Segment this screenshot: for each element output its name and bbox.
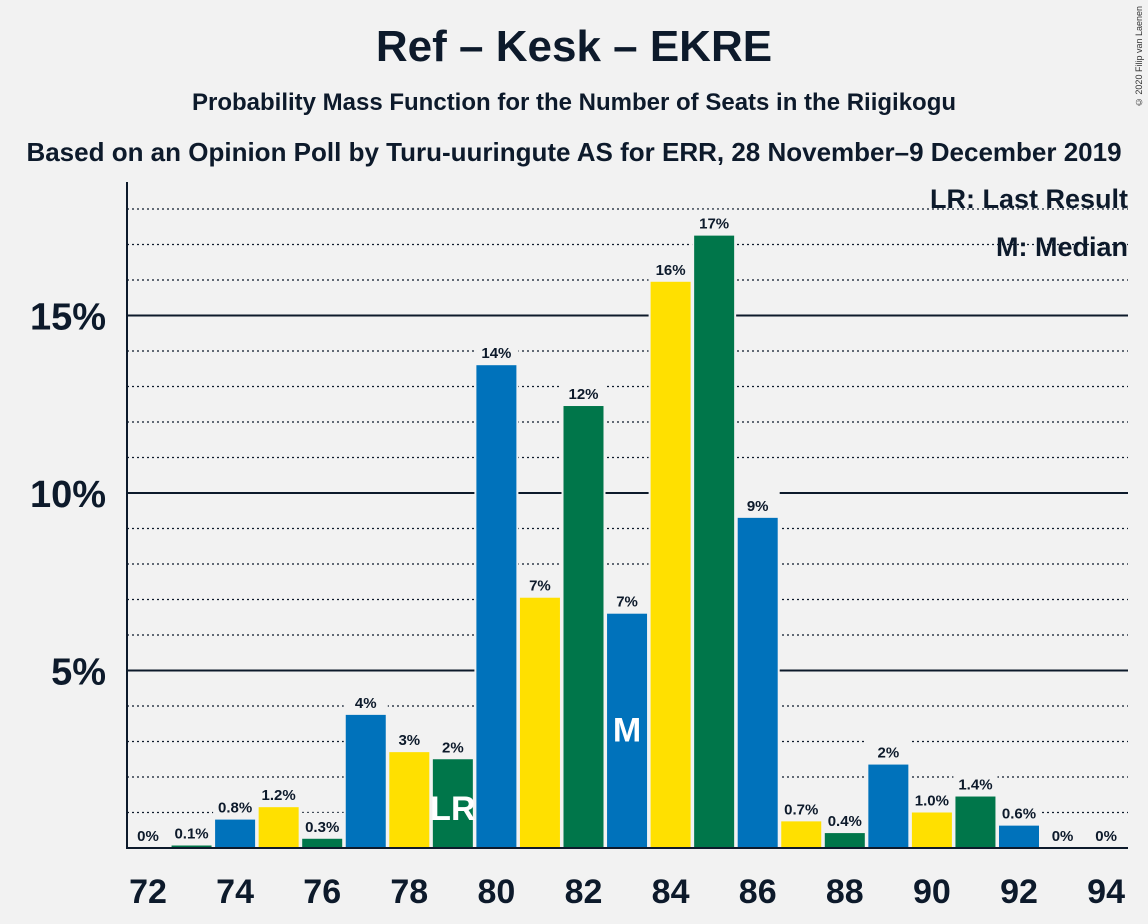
- bar-seat-77: [345, 714, 386, 848]
- bar-seat-86: [737, 517, 778, 848]
- bar-value-label: 9%: [747, 498, 769, 515]
- x-tick-label: 82: [565, 873, 603, 911]
- bar-value-label: 1.0%: [915, 793, 949, 810]
- bar-seat-81: [519, 597, 560, 848]
- y-tick-label: 15%: [30, 297, 106, 339]
- bar-value-label: 4%: [355, 695, 377, 712]
- bar-label-backdrop: [169, 819, 214, 848]
- x-tick-label: 86: [739, 873, 777, 911]
- bar-seat-83: [607, 613, 648, 848]
- bar-value-label: 12%: [568, 386, 598, 403]
- bar-value-label: 0%: [1095, 828, 1117, 845]
- bar-value-label: 2%: [878, 745, 900, 762]
- bar-value-label: 7%: [529, 578, 551, 595]
- bar-seat-76: [302, 838, 343, 848]
- bar-seat-73: [171, 845, 212, 848]
- bar-value-label: 0.3%: [305, 819, 339, 836]
- legend-last-result: LR: Last Result: [929, 184, 1128, 214]
- x-tick-label: 72: [129, 873, 167, 911]
- bar-value-label: 7%: [616, 594, 638, 611]
- y-tick-label: 5%: [51, 652, 106, 694]
- chart-subtitle: Probability Mass Function for the Number…: [191, 89, 957, 116]
- bar-value-label: 3%: [398, 732, 420, 749]
- bar-value-label: 1.2%: [262, 787, 296, 804]
- bar-value-label: 1.4%: [958, 777, 992, 794]
- x-tick-label: 94: [1087, 873, 1125, 911]
- bar-seat-92: [999, 825, 1039, 848]
- x-tick-label: 90: [913, 873, 951, 911]
- x-tick-label: 92: [1000, 873, 1038, 911]
- bar-seat-84: [650, 281, 691, 848]
- bar-seat-90: [911, 812, 952, 848]
- bar-seat-80: [476, 365, 517, 848]
- bar-seat-88: [824, 833, 865, 848]
- legend-median: M: Median: [996, 232, 1128, 262]
- x-tick-label: 78: [390, 873, 428, 911]
- bar-value-label: 2%: [442, 739, 464, 756]
- bar-seat-91: [955, 796, 996, 848]
- x-tick-label: 80: [477, 873, 515, 911]
- bar-seat-78: [389, 752, 430, 848]
- bar-seat-82: [563, 406, 604, 848]
- bar-seat-85: [694, 235, 735, 848]
- bar-value-label: 0.8%: [218, 800, 252, 817]
- x-tick-label: 84: [652, 873, 690, 911]
- bar-value-label: 0.4%: [828, 813, 862, 830]
- bar-seat-75: [258, 807, 299, 848]
- bar-seat-89: [868, 764, 909, 848]
- x-tick-label: 76: [303, 873, 341, 911]
- median-marker: M: [613, 712, 641, 750]
- bar-value-label: 0%: [137, 828, 159, 845]
- bar-value-label: 0.1%: [174, 826, 208, 843]
- bar-value-label: 14%: [481, 345, 511, 362]
- bar-value-label: 16%: [656, 262, 686, 279]
- x-tick-label: 74: [216, 873, 254, 911]
- bar-value-label: 17%: [699, 216, 729, 233]
- bar-value-label: 0.6%: [1002, 806, 1036, 823]
- bar-value-label: 0.7%: [784, 801, 818, 818]
- bar-value-label: 0%: [1052, 828, 1074, 845]
- chart-source: Based on an Opinion Poll by Turu-uuringu…: [26, 137, 1122, 167]
- x-tick-label: 88: [826, 873, 864, 911]
- chart-title: Ref – Kesk – EKRE: [375, 22, 773, 71]
- y-tick-label: 10%: [30, 474, 106, 516]
- last-result-marker: LR: [430, 790, 475, 828]
- bar-seat-79: [432, 759, 473, 848]
- bar-seat-87: [781, 821, 822, 848]
- bar-seat-74: [215, 819, 256, 848]
